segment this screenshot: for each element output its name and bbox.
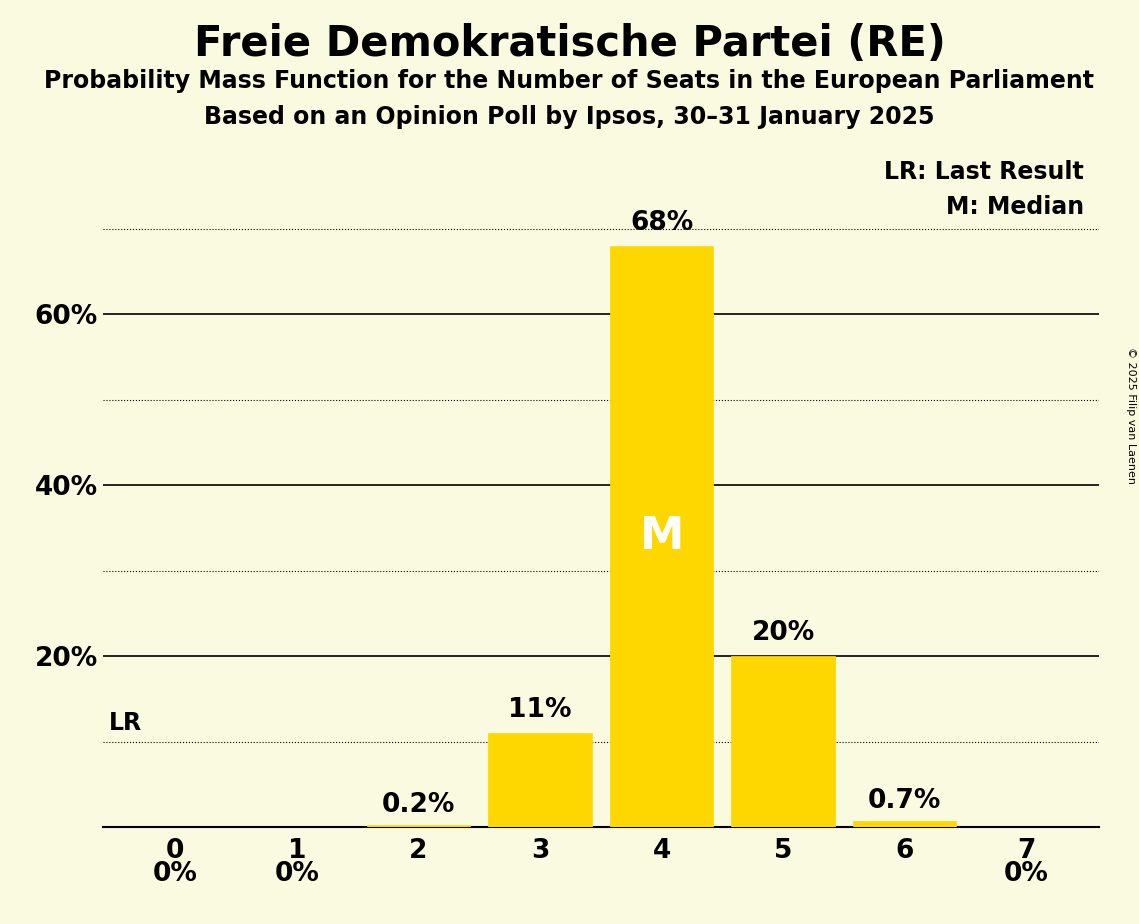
Text: 0%: 0% (274, 861, 319, 887)
Text: 68%: 68% (630, 210, 694, 236)
Text: M: M (639, 515, 683, 558)
Text: Probability Mass Function for the Number of Seats in the European Parliament: Probability Mass Function for the Number… (44, 69, 1095, 93)
Bar (489, 733, 591, 827)
Text: 11%: 11% (508, 697, 572, 723)
Text: M: Median: M: Median (947, 194, 1084, 218)
Bar (853, 821, 957, 827)
Bar (731, 656, 835, 827)
Bar (367, 825, 470, 827)
Text: Freie Demokratische Partei (RE): Freie Demokratische Partei (RE) (194, 23, 945, 65)
Bar (611, 246, 713, 827)
Text: LR: Last Result: LR: Last Result (885, 161, 1084, 184)
Text: © 2025 Filip van Laenen: © 2025 Filip van Laenen (1126, 347, 1136, 484)
Text: 0%: 0% (153, 861, 198, 887)
Text: 20%: 20% (752, 620, 814, 646)
Text: 0.2%: 0.2% (382, 793, 456, 819)
Text: 0.7%: 0.7% (868, 788, 941, 814)
Text: LR: LR (108, 711, 141, 735)
Text: 0%: 0% (1003, 861, 1049, 887)
Text: Based on an Opinion Poll by Ipsos, 30–31 January 2025: Based on an Opinion Poll by Ipsos, 30–31… (204, 105, 935, 129)
